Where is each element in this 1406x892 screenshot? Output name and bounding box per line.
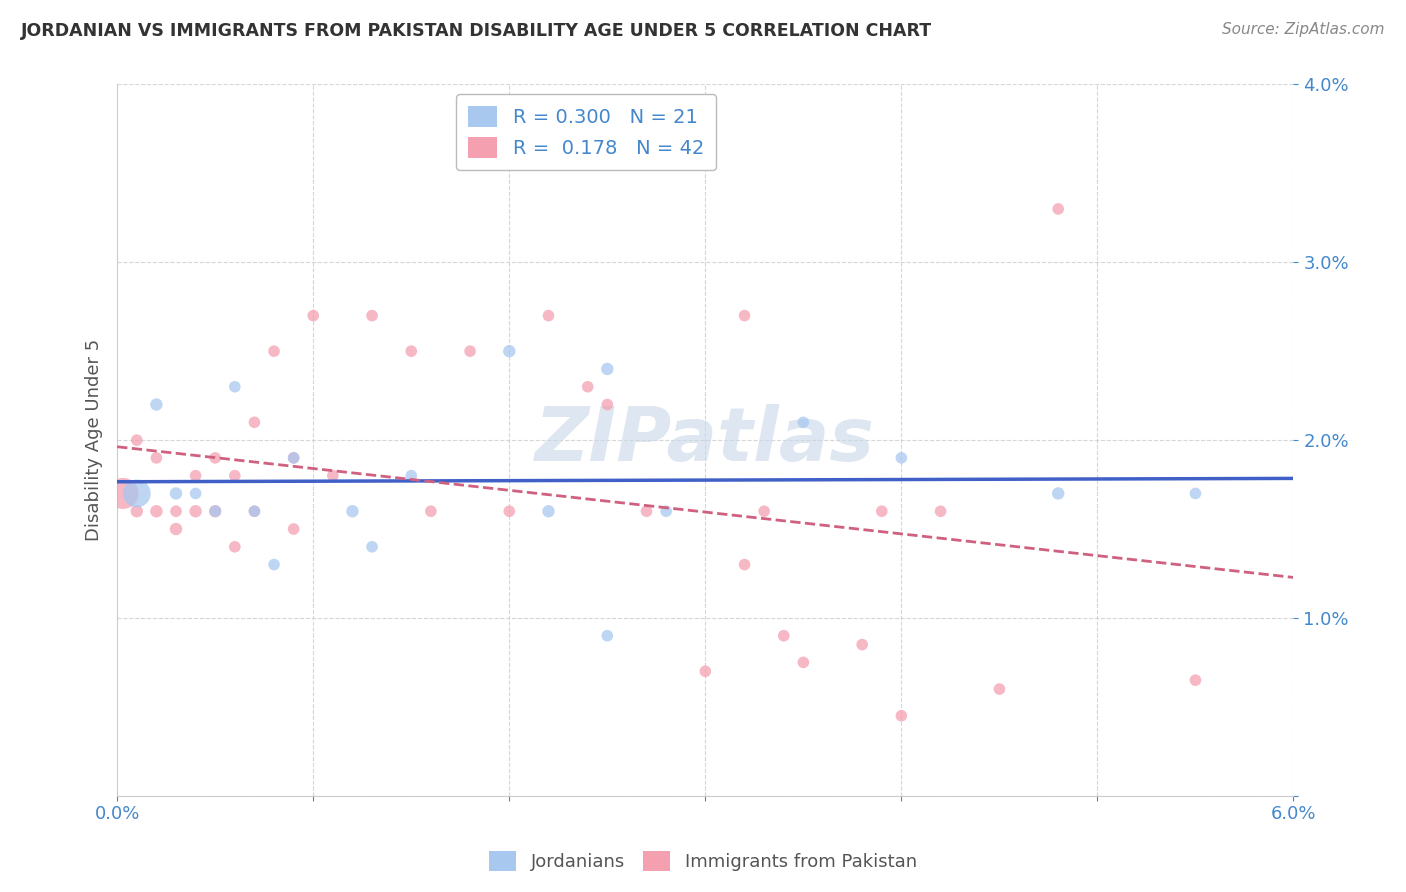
Point: [145, 450, 167, 465]
Point: [596, 362, 619, 376]
Point: [243, 415, 266, 429]
Point: [361, 540, 384, 554]
Point: [224, 468, 246, 483]
Point: [204, 504, 226, 518]
Point: [112, 486, 135, 500]
Legend: Jordanians, Immigrants from Pakistan: Jordanians, Immigrants from Pakistan: [482, 844, 924, 879]
Point: [224, 380, 246, 394]
Point: [1184, 673, 1206, 688]
Point: [302, 309, 325, 323]
Point: [498, 344, 520, 359]
Text: Source: ZipAtlas.com: Source: ZipAtlas.com: [1222, 22, 1385, 37]
Point: [537, 504, 560, 518]
Point: [929, 504, 952, 518]
Point: [401, 468, 423, 483]
Point: [224, 540, 246, 554]
Point: [1184, 486, 1206, 500]
Point: [243, 504, 266, 518]
Point: [734, 309, 756, 323]
Point: [1047, 202, 1070, 216]
Y-axis label: Disability Age Under 5: Disability Age Under 5: [86, 339, 103, 541]
Point: [125, 433, 148, 447]
Point: [145, 398, 167, 412]
Point: [283, 522, 305, 536]
Text: JORDANIAN VS IMMIGRANTS FROM PAKISTAN DISABILITY AGE UNDER 5 CORRELATION CHART: JORDANIAN VS IMMIGRANTS FROM PAKISTAN DI…: [21, 22, 932, 40]
Point: [165, 522, 187, 536]
Point: [596, 629, 619, 643]
Point: [263, 558, 285, 572]
Point: [636, 504, 658, 518]
Point: [145, 504, 167, 518]
Point: [204, 504, 226, 518]
Point: [792, 415, 814, 429]
Point: [283, 450, 305, 465]
Point: [752, 504, 775, 518]
Legend: R = 0.300   N = 21, R =  0.178   N = 42: R = 0.300 N = 21, R = 0.178 N = 42: [457, 95, 716, 169]
Point: [792, 656, 814, 670]
Point: [596, 398, 619, 412]
Point: [537, 309, 560, 323]
Point: [772, 629, 794, 643]
Point: [401, 344, 423, 359]
Point: [890, 708, 912, 723]
Point: [165, 486, 187, 500]
Point: [125, 504, 148, 518]
Point: [695, 665, 717, 679]
Point: [184, 468, 207, 483]
Point: [283, 450, 305, 465]
Point: [734, 558, 756, 572]
Point: [419, 504, 441, 518]
Point: [361, 309, 384, 323]
Point: [342, 504, 364, 518]
Point: [890, 450, 912, 465]
Point: [184, 504, 207, 518]
Point: [184, 486, 207, 500]
Point: [576, 380, 599, 394]
Point: [870, 504, 893, 518]
Point: [655, 504, 678, 518]
Point: [243, 504, 266, 518]
Point: [988, 681, 1011, 696]
Point: [851, 638, 873, 652]
Point: [263, 344, 285, 359]
Point: [322, 468, 344, 483]
Point: [204, 450, 226, 465]
Point: [458, 344, 481, 359]
Point: [125, 486, 148, 500]
Point: [498, 504, 520, 518]
Point: [165, 504, 187, 518]
Text: ZIPatlas: ZIPatlas: [536, 403, 876, 476]
Point: [1047, 486, 1070, 500]
